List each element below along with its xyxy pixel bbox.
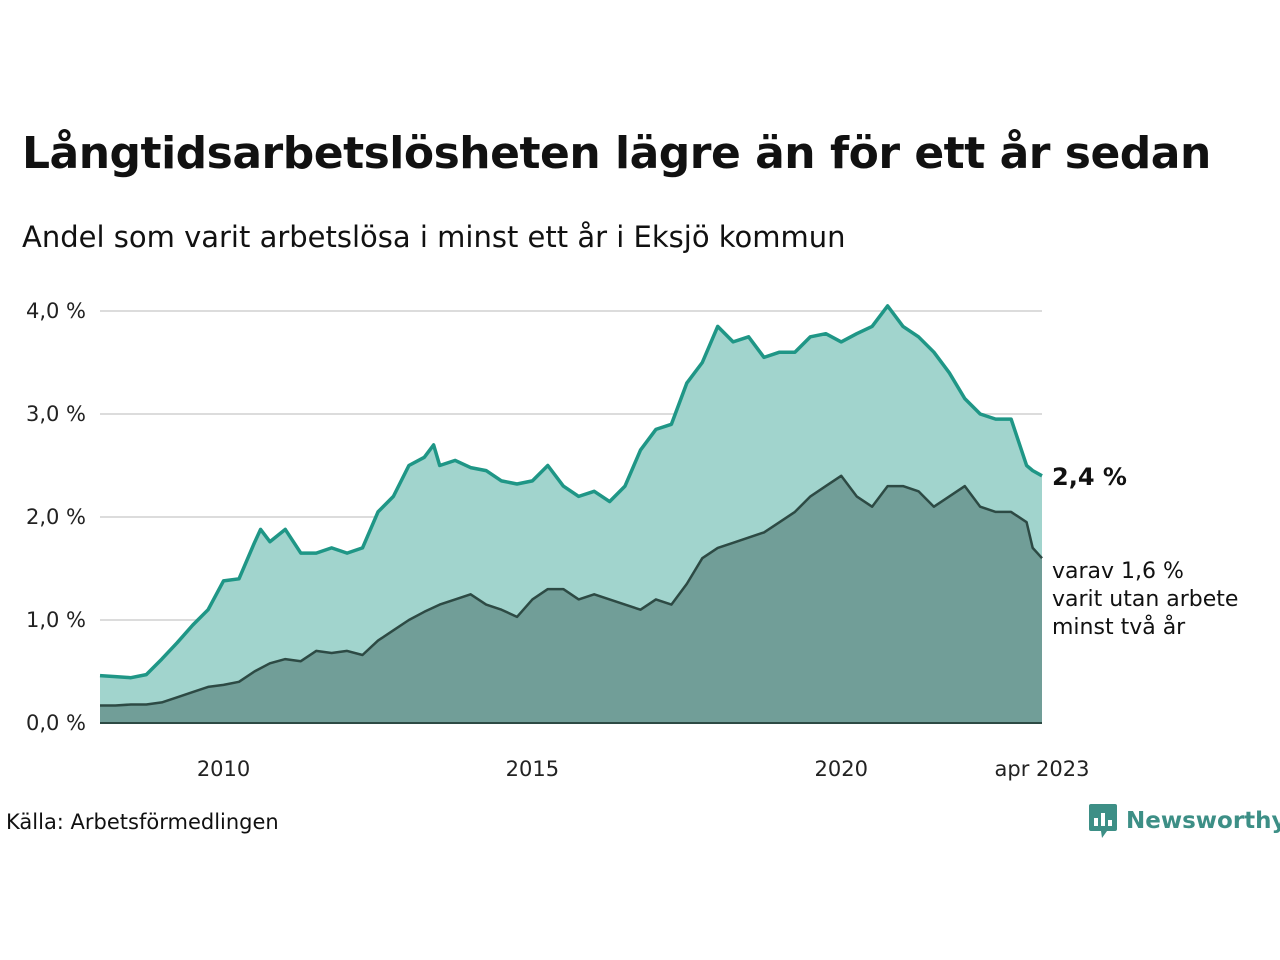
y-tick-label-1: 1,0 % bbox=[26, 608, 86, 632]
x-tick-label-3: apr 2023 bbox=[995, 757, 1090, 781]
source-note: Källa: Arbetsförmedlingen bbox=[6, 810, 279, 834]
brand-logo: Newsworthy bbox=[1088, 802, 1280, 840]
x-axis: 2010 2015 2020 apr 2023 bbox=[197, 757, 1090, 781]
end-label-sub-line-2: varit utan arbete bbox=[1052, 587, 1238, 612]
x-tick-label-0: 2010 bbox=[197, 757, 250, 781]
y-tick-label-2: 2,0 % bbox=[26, 505, 86, 529]
end-label-sub-line-1: varav 1,6 % bbox=[1052, 559, 1184, 584]
x-tick-label-2: 2020 bbox=[815, 757, 868, 781]
chart-title: Långtidsarbetslösheten lägre än för ett … bbox=[22, 128, 1211, 179]
newsworthy-logo-icon bbox=[1089, 804, 1117, 838]
y-tick-label-0: 0,0 % bbox=[26, 711, 86, 735]
area-chart: 0,0 % 1,0 % 2,0 % 3,0 % 4,0 % 2010 2015 2020 ap… bbox=[26, 299, 1238, 781]
series-area-sub bbox=[100, 475, 1042, 723]
series-line-sub bbox=[100, 474, 1043, 707]
x-tick-label-1: 2015 bbox=[506, 757, 559, 781]
end-label-sub-line-3: minst två år bbox=[1052, 614, 1186, 640]
chart-subtitle: Andel som varit arbetslösa i minst ett å… bbox=[22, 220, 846, 254]
chart-areas bbox=[99, 304, 1043, 723]
y-axis: 0,0 % 1,0 % 2,0 % 3,0 % 4,0 % bbox=[26, 299, 86, 735]
y-tick-label-4: 4,0 % bbox=[26, 299, 86, 323]
end-labels: 2,4 % varav 1,6 % varit utan arbete mins… bbox=[1052, 463, 1238, 640]
end-label-total: 2,4 % bbox=[1052, 463, 1127, 491]
brand-name: Newsworthy bbox=[1126, 808, 1280, 834]
y-tick-label-3: 3,0 % bbox=[26, 402, 86, 426]
series-line-total bbox=[99, 304, 1043, 680]
